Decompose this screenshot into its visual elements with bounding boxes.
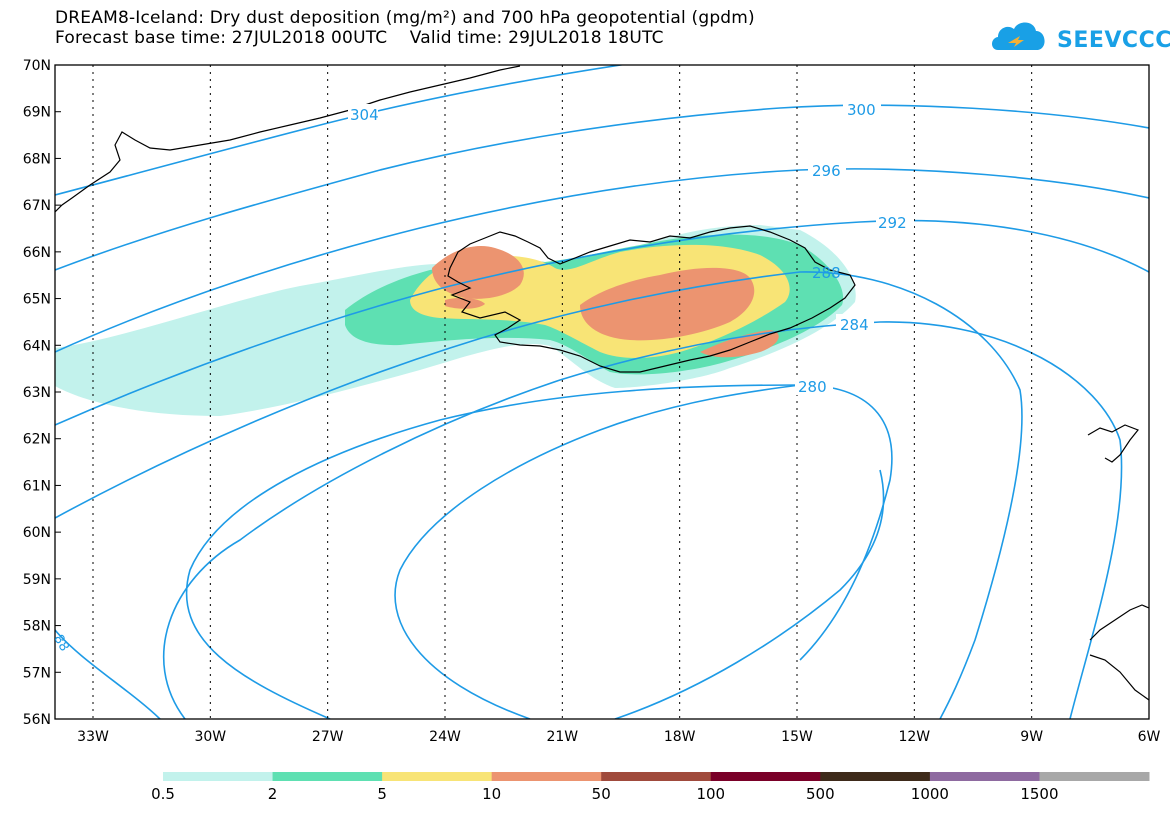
lon-label: 21W <box>546 729 578 745</box>
colorbar-swatch <box>601 772 712 781</box>
colorbar <box>163 772 1150 781</box>
lon-label: 33W <box>77 729 109 745</box>
map-title-line1: DREAM8-Iceland: Dry dust deposition (mg/… <box>55 8 755 28</box>
lat-label: 62N <box>23 432 51 448</box>
lon-label: 24W <box>429 729 461 745</box>
colorbar-label: 2 <box>267 785 278 803</box>
contour-284 <box>162 321 1123 719</box>
coastlines <box>55 65 1149 701</box>
contour-280-inner <box>394 384 801 719</box>
contour-300 <box>55 104 1149 271</box>
contour-label-280: 280 <box>798 378 827 396</box>
colorbar-label: 1000 <box>910 785 949 803</box>
lat-label: 61N <box>23 478 51 494</box>
contour-280-south <box>614 469 885 719</box>
scotland-coast <box>1089 604 1149 701</box>
colorbar-label: 500 <box>806 785 835 803</box>
colorbar-swatch <box>163 772 274 781</box>
lon-label: 6W <box>1138 729 1161 745</box>
lon-label: 15W <box>781 729 813 745</box>
map-title-line2: Forecast base time: 27JUL2018 00UTC Vali… <box>55 28 664 48</box>
contour-sw-corner <box>55 629 161 719</box>
lat-label: 57N <box>23 665 51 681</box>
colorbar-label: 10 <box>482 785 502 803</box>
colorbar-swatch <box>272 772 383 781</box>
colorbar-swatch <box>1039 772 1150 781</box>
colorbar-label: 0.5 <box>151 785 175 803</box>
contour-292 <box>55 219 1149 426</box>
lat-label: 64N <box>23 338 51 354</box>
contour-label-284: 284 <box>840 316 869 334</box>
contour-label-304: 304 <box>350 106 379 124</box>
lat-label: 66N <box>23 245 51 261</box>
colorbar-swatch <box>491 772 602 781</box>
lat-label: 69N <box>23 105 51 121</box>
lat-label: 70N <box>23 58 51 74</box>
lon-label: 9W <box>1020 729 1043 745</box>
colorbar-swatch <box>382 772 493 781</box>
contour-label-296: 296 <box>812 162 841 180</box>
greenland-coast <box>55 65 521 213</box>
iceland-coast <box>447 225 856 373</box>
contour-label-300: 300 <box>847 101 876 119</box>
contour-296 <box>55 168 1149 353</box>
logo-text: SEEVCCC <box>1057 28 1172 53</box>
contour-280 <box>185 384 893 719</box>
dust-level-10-c <box>700 330 779 358</box>
contour-304 <box>55 65 626 196</box>
lon-label: 27W <box>312 729 344 745</box>
lat-label: 59N <box>23 572 51 588</box>
lat-label: 63N <box>23 385 51 401</box>
contour-label-288: 288 <box>812 264 841 282</box>
lat-label: 58N <box>23 619 51 635</box>
dust-level-10-d <box>445 297 485 309</box>
colorbar-label: 50 <box>591 785 611 803</box>
dust-deposition-shading <box>55 225 856 416</box>
geopotential-contours <box>55 65 1149 719</box>
lat-label: 68N <box>23 151 51 167</box>
lat-label: 67N <box>23 198 51 214</box>
contour-288 <box>55 271 1023 719</box>
lat-label: 60N <box>23 525 51 541</box>
cloud-icon <box>992 22 1045 50</box>
colorbar-swatch <box>820 772 931 781</box>
lon-label: 12W <box>898 729 930 745</box>
contour-label-88: 88 <box>50 632 71 654</box>
colorbar-swatch <box>710 772 821 781</box>
lon-label: 30W <box>194 729 226 745</box>
lon-label: 18W <box>664 729 696 745</box>
colorbar-label: 1500 <box>1020 785 1059 803</box>
colorbar-swatch <box>929 772 1040 781</box>
dust-level-10-b <box>580 267 755 341</box>
contour-label-292: 292 <box>878 214 907 232</box>
lat-label: 65N <box>23 292 51 308</box>
colorbar-label: 5 <box>377 785 387 803</box>
colorbar-label: 100 <box>696 785 726 803</box>
lat-label: 56N <box>23 712 51 728</box>
faroe-coast <box>1087 424 1139 463</box>
